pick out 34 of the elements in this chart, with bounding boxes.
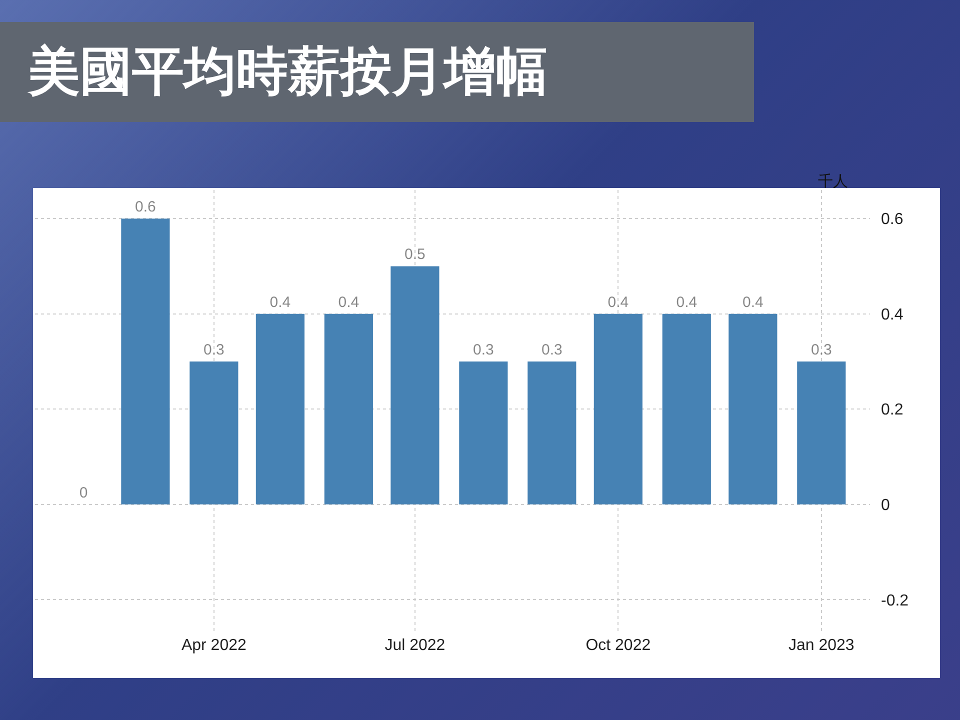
x-tick-label: Jul 2022 xyxy=(384,637,446,654)
data-label: 0.4 xyxy=(676,294,698,311)
data-label: 0.3 xyxy=(472,341,494,358)
data-label: 0.3 xyxy=(810,341,832,358)
bar xyxy=(459,361,508,504)
bar xyxy=(528,361,576,504)
data-label: 0.3 xyxy=(541,341,562,358)
bar xyxy=(390,266,440,504)
bar xyxy=(662,314,711,504)
data-label: 0.4 xyxy=(270,294,291,311)
bar xyxy=(190,361,238,504)
bar xyxy=(728,314,778,504)
data-label: 0.5 xyxy=(404,246,426,264)
data-label: 0.4 xyxy=(608,294,629,311)
chart-title: 美國平均時薪按月增幅 xyxy=(0,22,754,122)
data-label: 0.6 xyxy=(135,198,156,216)
y-tick-label: 0.2 xyxy=(881,402,904,419)
y-axis-title: 千人 xyxy=(818,172,848,191)
bar xyxy=(797,361,846,504)
data-label: 0 xyxy=(79,484,88,502)
bar xyxy=(324,314,373,504)
data-label: 0.3 xyxy=(204,341,224,358)
x-tick-label: Apr 2022 xyxy=(181,637,246,654)
y-tick-label: -0.2 xyxy=(881,592,909,610)
data-label: 0.4 xyxy=(338,294,360,311)
y-tick-label: 0.6 xyxy=(881,211,904,228)
y-tick-label: 0 xyxy=(881,496,890,514)
bar xyxy=(256,314,304,504)
bar xyxy=(121,218,170,504)
x-tick-label: Jan 2023 xyxy=(788,637,854,654)
y-tick-label: 0.4 xyxy=(881,306,904,324)
x-tick-label: Oct 2022 xyxy=(586,637,651,654)
bar xyxy=(594,314,642,504)
data-label: 0.4 xyxy=(742,294,764,311)
